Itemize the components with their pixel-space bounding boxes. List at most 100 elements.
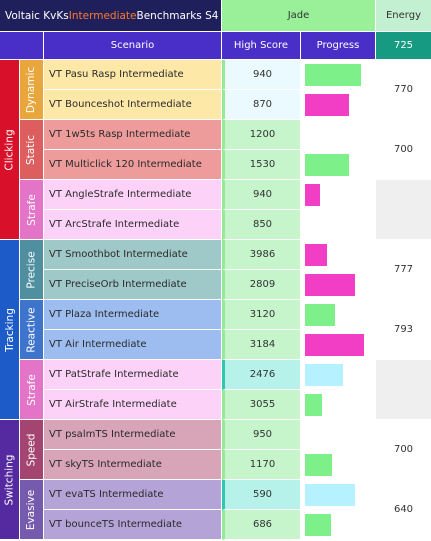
scenario-name: VT PreciseOrb Intermediate [44, 270, 222, 300]
scenario-name: VT Bounceshot Intermediate [44, 90, 222, 120]
high-score: 3120 [222, 300, 301, 330]
high-score: 3986 [222, 240, 301, 270]
category-switching: Switching [0, 420, 20, 540]
scenario-name: VT psalmTS Intermediate [44, 420, 222, 450]
category-clicking: Clicking [0, 60, 20, 240]
energy-value: 793 [376, 300, 431, 360]
high-score: 686 [222, 510, 301, 540]
column-header-scenario: Scenario [44, 32, 222, 60]
subcategory-label: Speed [25, 433, 38, 466]
scenario-name: VT AngleStrafe Intermediate [44, 180, 222, 210]
energy-header: Energy [376, 0, 431, 32]
energy-value: 700 [376, 420, 431, 480]
subcategory-label: Strafe [25, 373, 38, 406]
title-text-end: Benchmarks S4 [136, 9, 219, 22]
high-score: 870 [222, 90, 301, 120]
subcategory-strafe: Strafe [20, 360, 44, 420]
progress-bar [305, 154, 349, 176]
energy-value: 640 [376, 480, 431, 540]
scenario-name: VT ArcStrafe Intermediate [44, 210, 222, 240]
high-score: 3184 [222, 330, 301, 360]
subcategory-speed: Speed [20, 420, 44, 480]
title-text-highlight: Intermediate [68, 9, 137, 22]
progress-cell [301, 270, 376, 300]
subcategory-evasive: Evasive [20, 480, 44, 540]
progress-bar [305, 394, 322, 416]
progress-bar [305, 64, 361, 86]
scenario-name: VT Multiclick 120 Intermediate [44, 150, 222, 180]
category-label: Tracking [3, 307, 16, 352]
scenario-name: VT Plaza Intermediate [44, 300, 222, 330]
progress-cell [301, 90, 376, 120]
progress-bar [305, 454, 332, 476]
high-score: 1170 [222, 450, 301, 480]
progress-cell [301, 60, 376, 90]
scenario-name: VT Pasu Rasp Intermediate [44, 60, 222, 90]
progress-bar [305, 94, 349, 116]
high-score: 1530 [222, 150, 301, 180]
subcategory-dynamic: Dynamic [20, 60, 44, 120]
progress-bar [305, 244, 327, 266]
scenario-name: VT skyTS Intermediate [44, 450, 222, 480]
subcategory-label: Strafe [25, 193, 38, 226]
progress-cell [301, 510, 376, 540]
progress-bar [305, 274, 355, 296]
column-header-high-score: High Score [222, 32, 301, 60]
category-tracking: Tracking [0, 240, 20, 420]
progress-cell [301, 390, 376, 420]
progress-cell [301, 210, 376, 240]
subcategory-label: Precise [25, 250, 38, 289]
high-score: 2809 [222, 270, 301, 300]
subcategory-label: Evasive [25, 489, 38, 530]
subcategory-label: Reactive [25, 306, 38, 353]
high-score: 850 [222, 210, 301, 240]
energy-value: 770 [376, 60, 431, 120]
scenario-name: VT Air Intermediate [44, 330, 222, 360]
subcategory-static: Static [20, 120, 44, 180]
progress-bar [305, 334, 364, 356]
subcategory-strafe: Strafe [20, 180, 44, 240]
scenario-name: VT evaTS Intermediate [44, 480, 222, 510]
high-score: 1200 [222, 120, 301, 150]
progress-cell [301, 120, 376, 150]
progress-cell [301, 450, 376, 480]
category-label: Switching [3, 454, 16, 505]
subcategory-reactive: Reactive [20, 300, 44, 360]
progress-cell [301, 240, 376, 270]
scenario-name: VT PatStrafe Intermediate [44, 360, 222, 390]
progress-bar [305, 304, 335, 326]
energy-value: 777 [376, 240, 431, 300]
progress-cell [301, 360, 376, 390]
scenario-name: VT AirStrafe Intermediate [44, 390, 222, 420]
energy-value: 700 [376, 120, 431, 180]
progress-bar [305, 184, 320, 206]
subcategory-label: Dynamic [25, 66, 38, 113]
subcategory-label: Static [25, 134, 38, 165]
high-score: 940 [222, 180, 301, 210]
high-score: 590 [222, 480, 301, 510]
progress-cell [301, 330, 376, 360]
header-blank [0, 32, 44, 60]
progress-bar [305, 364, 343, 386]
progress-bar [305, 514, 331, 536]
scenario-name: VT Smoothbot Intermediate [44, 240, 222, 270]
energy-value [376, 360, 431, 420]
title-text-start: Voltaic KvKs [5, 9, 69, 22]
high-score: 940 [222, 60, 301, 90]
subcategory-precise: Precise [20, 240, 44, 300]
progress-cell [301, 480, 376, 510]
scenario-name: VT 1w5ts Rasp Intermediate [44, 120, 222, 150]
high-score: 3055 [222, 390, 301, 420]
energy-total: 725 [376, 32, 431, 60]
progress-cell [301, 180, 376, 210]
category-label: Clicking [3, 128, 16, 171]
progress-bar [305, 484, 355, 506]
high-score: 2476 [222, 360, 301, 390]
energy-value [376, 180, 431, 240]
progress-cell [301, 420, 376, 450]
column-header-progress: Progress [301, 32, 376, 60]
sheet-title: Voltaic KvKs Intermediate Benchmarks S4 [0, 0, 222, 32]
high-score: 950 [222, 420, 301, 450]
scenario-name: VT bounceTS Intermediate [44, 510, 222, 540]
progress-cell [301, 150, 376, 180]
